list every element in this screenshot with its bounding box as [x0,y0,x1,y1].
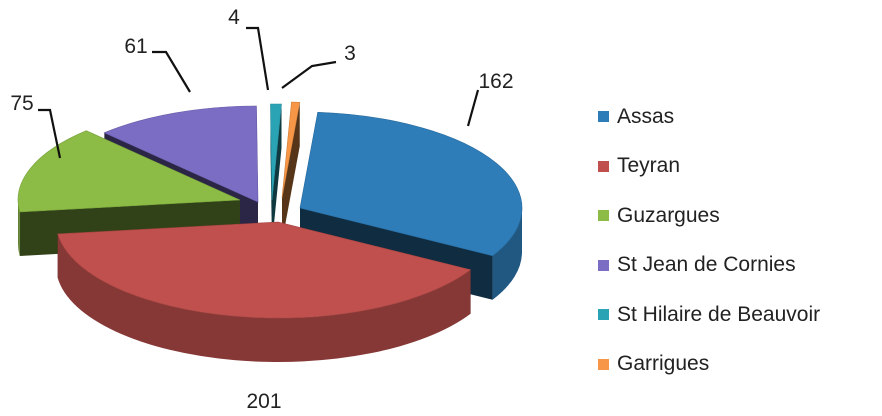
slice-st-hilaire-de-beauvoir [270,103,282,245]
legend-swatch [598,111,609,123]
legend: Assas Teyran Guzargues St Jean de Cornies St… [598,92,820,389]
legend-item: St Jean de Cornies [598,241,820,291]
legend-label: St Hilaire de Beauvoir [617,302,821,326]
legend-label: Assas [617,104,675,128]
slice-top [270,103,282,201]
data-labels: 162 201 75 61 4 3 [10,6,513,413]
legend-label: Garrigues [617,352,710,376]
slice-side-wall [57,233,471,363]
slice-top [57,221,472,319]
legend-swatch [598,210,609,222]
slice-cut-face [282,102,300,242]
legend-label: St Jean de Cornies [617,253,796,277]
data-label-st-hilaire-de-beauvoir: 4 [228,6,240,29]
legend-label: Teyran [617,154,681,178]
legend-swatch [598,309,609,321]
slice-side-wall [492,208,522,300]
leader-lines [38,26,480,159]
leader-line [281,60,337,89]
data-label-assas: 162 [478,70,513,93]
legend-item: Garrigues [598,340,820,390]
legend-item: Assas [598,92,820,142]
data-label-garrigues: 3 [344,42,356,65]
slice-top [17,130,241,213]
data-label-teyran: 201 [246,390,281,413]
leader-line [152,50,191,93]
legend-item: Guzargues [598,191,820,241]
leader-line [246,26,270,91]
legend-swatch [598,259,609,271]
leader-line [38,108,62,159]
legend-swatch [598,358,609,370]
slice-cut-face [272,104,282,244]
slice-garrigues [281,101,301,242]
slice-teyran [57,221,472,363]
slice-top [281,101,301,199]
leader-line [466,89,480,127]
legend-label: Guzargues [617,203,720,227]
slice-top [299,111,523,257]
legend-swatch [598,160,609,172]
slice-top [103,105,259,203]
slice-side-wall [18,200,20,256]
data-label-st-jean-de-cornies: 61 [124,35,147,58]
legend-item: Teyran [598,142,820,192]
data-label-guzargues: 75 [10,92,33,115]
pie-slices [17,101,523,363]
legend-item: St Hilaire de Beauvoir [598,290,820,340]
